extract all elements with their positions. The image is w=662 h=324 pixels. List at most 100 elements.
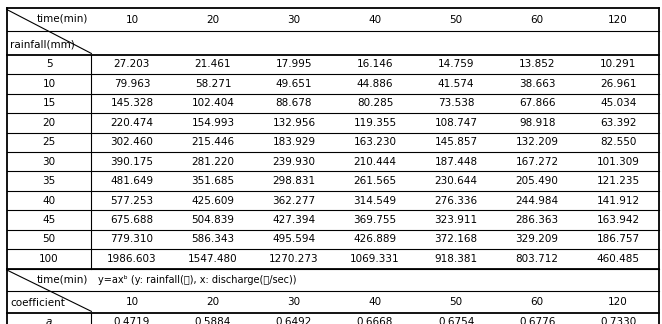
Text: 108.747: 108.747	[434, 118, 477, 128]
Text: 119.355: 119.355	[354, 118, 397, 128]
Text: 10: 10	[42, 79, 56, 89]
Text: 50: 50	[42, 235, 56, 244]
Text: 0.6668: 0.6668	[357, 318, 393, 324]
Text: 100: 100	[39, 254, 59, 264]
Text: 73.538: 73.538	[438, 98, 475, 108]
Text: 35: 35	[42, 176, 56, 186]
Text: 205.490: 205.490	[516, 176, 559, 186]
Text: 45: 45	[42, 215, 56, 225]
Text: a: a	[46, 318, 52, 324]
Text: 230.644: 230.644	[434, 176, 477, 186]
Text: time(min): time(min)	[36, 274, 88, 284]
Text: 63.392: 63.392	[600, 118, 636, 128]
Text: 1986.603: 1986.603	[107, 254, 157, 264]
Text: 154.993: 154.993	[191, 118, 234, 128]
Text: 675.688: 675.688	[111, 215, 154, 225]
Text: 163.942: 163.942	[596, 215, 639, 225]
Text: 102.404: 102.404	[191, 98, 234, 108]
Text: 390.175: 390.175	[111, 157, 154, 167]
Text: 210.444: 210.444	[354, 157, 397, 167]
Text: 88.678: 88.678	[276, 98, 312, 108]
Text: 30: 30	[287, 15, 301, 25]
Text: 40: 40	[369, 297, 381, 307]
Text: 16.146: 16.146	[357, 60, 393, 69]
Text: 67.866: 67.866	[519, 98, 555, 108]
Text: 58.271: 58.271	[195, 79, 231, 89]
Text: 329.209: 329.209	[516, 235, 559, 244]
Text: 323.911: 323.911	[434, 215, 478, 225]
Text: 427.394: 427.394	[273, 215, 316, 225]
Text: 25: 25	[42, 137, 56, 147]
Text: 0.7330: 0.7330	[600, 318, 636, 324]
Text: 40: 40	[42, 196, 56, 205]
Text: 27.203: 27.203	[114, 60, 150, 69]
Text: 314.549: 314.549	[354, 196, 397, 205]
Text: y=axᵇ (y: rainfall(㎜), x: discharge(㎥/sec)): y=axᵇ (y: rainfall(㎜), x: discharge(㎥/se…	[98, 275, 297, 284]
Text: 10: 10	[125, 15, 138, 25]
Text: 145.328: 145.328	[111, 98, 154, 108]
Text: 14.759: 14.759	[438, 60, 475, 69]
Text: 13.852: 13.852	[519, 60, 555, 69]
Text: 5: 5	[46, 60, 52, 69]
Text: 504.839: 504.839	[191, 215, 234, 225]
Text: 17.995: 17.995	[276, 60, 312, 69]
Text: 60: 60	[530, 15, 544, 25]
Text: 918.381: 918.381	[434, 254, 478, 264]
Text: 481.649: 481.649	[111, 176, 154, 186]
Text: 261.565: 261.565	[354, 176, 397, 186]
Text: 586.343: 586.343	[191, 235, 234, 244]
Text: 121.235: 121.235	[596, 176, 639, 186]
Text: coefficient: coefficient	[10, 298, 65, 308]
Text: 49.651: 49.651	[276, 79, 312, 89]
Text: 276.336: 276.336	[434, 196, 478, 205]
Text: 141.912: 141.912	[596, 196, 639, 205]
Text: 80.285: 80.285	[357, 98, 393, 108]
Text: 779.310: 779.310	[111, 235, 154, 244]
Text: 132.956: 132.956	[273, 118, 316, 128]
Text: 40: 40	[369, 15, 381, 25]
Text: 20: 20	[207, 15, 220, 25]
Text: 577.253: 577.253	[111, 196, 154, 205]
Text: 44.886: 44.886	[357, 79, 393, 89]
Text: 15: 15	[42, 98, 56, 108]
Text: 120: 120	[608, 297, 628, 307]
Text: 351.685: 351.685	[191, 176, 234, 186]
Text: 302.460: 302.460	[111, 137, 154, 147]
Text: 120: 120	[608, 15, 628, 25]
Text: 82.550: 82.550	[600, 137, 636, 147]
Text: 244.984: 244.984	[516, 196, 559, 205]
Text: 30: 30	[287, 297, 301, 307]
Text: 186.757: 186.757	[596, 235, 639, 244]
Text: 220.474: 220.474	[111, 118, 154, 128]
Text: 163.230: 163.230	[354, 137, 397, 147]
Text: 79.963: 79.963	[114, 79, 150, 89]
Text: 132.209: 132.209	[516, 137, 559, 147]
Text: 0.5884: 0.5884	[195, 318, 231, 324]
Text: 60: 60	[530, 297, 544, 307]
Text: 1270.273: 1270.273	[269, 254, 319, 264]
Text: 21.461: 21.461	[195, 60, 231, 69]
Text: 50: 50	[449, 297, 463, 307]
Text: 372.168: 372.168	[434, 235, 478, 244]
Text: 30: 30	[42, 157, 56, 167]
Text: 50: 50	[449, 15, 463, 25]
Text: 298.831: 298.831	[273, 176, 316, 186]
Text: 187.448: 187.448	[434, 157, 478, 167]
Text: 20: 20	[42, 118, 56, 128]
Text: 10.291: 10.291	[600, 60, 636, 69]
Text: 369.755: 369.755	[354, 215, 397, 225]
Text: 362.277: 362.277	[273, 196, 316, 205]
Text: time(min): time(min)	[36, 14, 88, 24]
Text: 38.663: 38.663	[519, 79, 555, 89]
Text: 215.446: 215.446	[191, 137, 234, 147]
Text: 426.889: 426.889	[354, 235, 397, 244]
Text: 1069.331: 1069.331	[350, 254, 400, 264]
Text: 0.4719: 0.4719	[114, 318, 150, 324]
Text: 0.6492: 0.6492	[276, 318, 312, 324]
Text: 425.609: 425.609	[191, 196, 234, 205]
Text: 286.363: 286.363	[516, 215, 559, 225]
Text: 145.857: 145.857	[434, 137, 478, 147]
Text: 281.220: 281.220	[191, 157, 234, 167]
Text: 0.6754: 0.6754	[438, 318, 474, 324]
Text: 20: 20	[207, 297, 220, 307]
